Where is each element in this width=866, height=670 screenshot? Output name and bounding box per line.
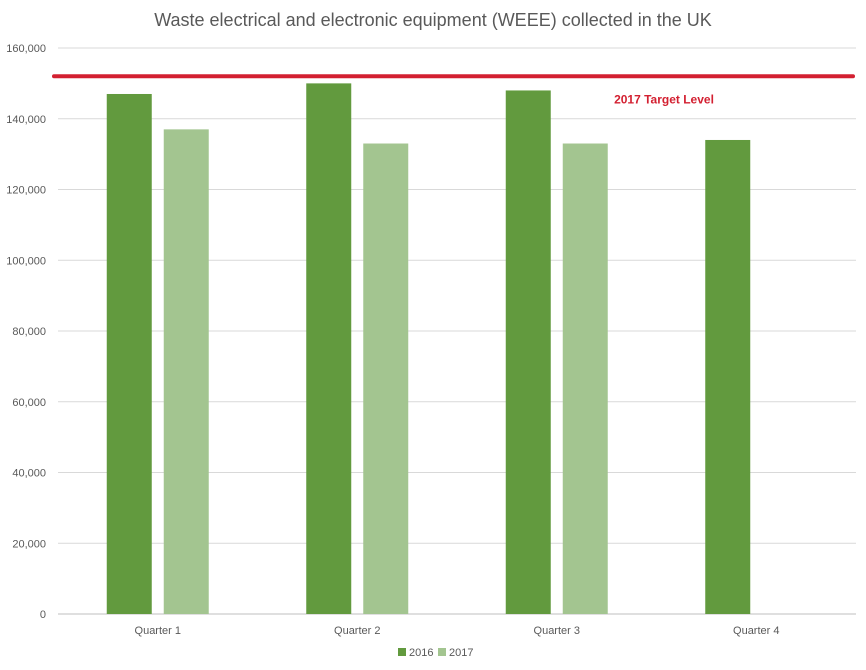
legend-swatch-2017	[438, 648, 446, 656]
legend-label-2017: 2017	[449, 647, 473, 659]
bar-2017-quarter-3	[562, 143, 608, 614]
legend-swatch-2016	[398, 648, 406, 656]
y-tick-label: 100,000	[6, 255, 46, 267]
bar-2016-quarter-3	[505, 90, 551, 614]
y-tick-label: 20,000	[12, 538, 46, 550]
x-category-label: Quarter 1	[135, 625, 181, 637]
bar-2017-quarter-2	[363, 143, 409, 614]
y-tick-label: 120,000	[6, 185, 46, 197]
x-category-label: Quarter 3	[534, 625, 580, 637]
y-tick-label: 140,000	[6, 114, 46, 126]
bars	[106, 83, 751, 615]
target-line-group: 2017 Target Level	[52, 74, 855, 106]
chart-title: Waste electrical and electronic equipmen…	[154, 10, 712, 30]
bar-2016-quarter-4	[705, 139, 751, 614]
x-category-label: Quarter 4	[733, 625, 779, 637]
y-axis-ticks: 0 20,000 40,000 60,000 80,000 100,000 120,000 1…	[6, 43, 46, 621]
legend: 2016 2017	[398, 647, 473, 659]
target-line-label: 2017 Target Level	[614, 92, 714, 106]
y-tick-label: 0	[40, 609, 46, 621]
bar-2016-quarter-1	[106, 93, 152, 615]
y-tick-label: 40,000	[12, 468, 46, 480]
bar-2017-quarter-1	[163, 129, 209, 615]
x-category-label: Quarter 2	[334, 625, 380, 637]
bar-2016-quarter-2	[306, 83, 352, 614]
y-tick-label: 60,000	[12, 397, 46, 409]
x-axis: Quarter 1 Quarter 2 Quarter 3 Quarter 4	[135, 625, 780, 637]
y-tick-label: 160,000	[6, 43, 46, 55]
y-tick-label: 80,000	[12, 326, 46, 338]
legend-label-2016: 2016	[409, 647, 433, 659]
